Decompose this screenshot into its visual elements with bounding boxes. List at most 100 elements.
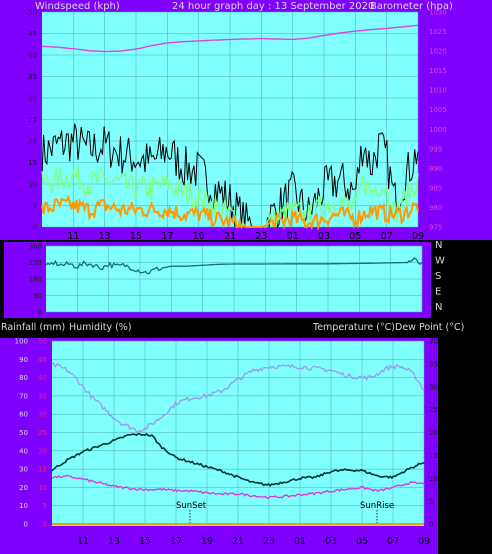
barometer-line <box>41 24 419 53</box>
bottom-x-tick: 01 <box>294 536 306 547</box>
barometer-title: Barometer (hpa) <box>370 1 453 12</box>
graph-title: 24 hour graph day : 13 September 2020 <box>172 1 374 12</box>
top-x-tick: 15 <box>130 231 142 242</box>
top-x-tick: 11 <box>67 231 79 242</box>
compass-label: S <box>435 271 441 282</box>
temperature-tick: 30 <box>429 383 438 391</box>
windspeed-tick: 0 <box>33 224 37 232</box>
windspeed-tick: 20 <box>28 138 37 146</box>
top-x-tick: 13 <box>99 231 111 242</box>
rainfall-tick: 45 <box>38 356 47 364</box>
direction-tick: 90 <box>33 292 42 300</box>
sunrise-label: SunRise <box>360 501 394 511</box>
rainfall-tick: 0 <box>43 521 47 529</box>
direction-tick: 0 <box>38 309 42 317</box>
windspeed-tick: 45 <box>28 30 37 38</box>
dew-point-line <box>51 474 425 500</box>
bottom-series <box>51 362 425 500</box>
barometer-tick: 1010 <box>429 87 447 95</box>
rainfall-tick: 15 <box>38 466 47 474</box>
windspeed-tick: 40 <box>28 52 37 60</box>
humidity-tick: 0 <box>24 521 28 529</box>
temperature-title: Temperature (°C) <box>312 322 395 333</box>
barometer-tick: 975 <box>429 224 442 232</box>
top-x-tick: 19 <box>193 231 205 242</box>
bottom-x-tick: 11 <box>77 536 89 547</box>
bottom-x-tick: 15 <box>139 536 151 547</box>
top-x-tick: 21 <box>224 231 236 242</box>
temperature-tick: 35 <box>429 360 438 368</box>
rainfall-tick: 30 <box>38 411 47 419</box>
barometer-tick: 995 <box>429 145 442 153</box>
direction-tick: 270 <box>29 259 42 267</box>
direction-grid <box>46 245 423 313</box>
direction-tick: 180 <box>29 276 42 284</box>
windspeed-tick: 50 <box>28 9 37 17</box>
humidity-tick: 50 <box>19 429 28 437</box>
humidity-tick: 30 <box>19 466 28 474</box>
barometer-axis: 975 980 985 990 995 1000 1005 1010 1015 1020 1025 1… <box>429 9 447 232</box>
rainfall-tick: 35 <box>38 392 47 400</box>
rainfall-tick: 10 <box>38 484 47 492</box>
dewpoint-title: Dew Point (°C) <box>395 322 464 333</box>
bottom-x-tick: 21 <box>232 536 244 547</box>
barometer-tick: 985 <box>429 184 442 192</box>
barometer-tick: 1030 <box>429 9 447 17</box>
bottom-x-tick: 03 <box>325 536 337 547</box>
humidity-tick: 90 <box>19 356 28 364</box>
top-series <box>41 24 419 231</box>
compass-label: N <box>435 240 442 251</box>
direction-series <box>45 257 423 275</box>
compass-label: W <box>435 256 445 267</box>
wind-direction-line <box>45 257 423 275</box>
humidity-tick: 40 <box>19 447 28 455</box>
temperature-tick: 10 <box>429 475 438 483</box>
bottom-x-tick: 13 <box>108 536 120 547</box>
temperature-tick: 25 <box>429 406 438 414</box>
bottom-x-axis: 11 13 15 17 19 21 23 01 03 05 07 09 <box>77 536 430 547</box>
top-grid <box>42 11 419 228</box>
barometer-tick: 1025 <box>429 28 447 36</box>
top-x-tick: 05 <box>349 231 361 242</box>
humidity-line <box>51 362 425 433</box>
barometer-tick: 1005 <box>429 106 447 114</box>
temperature-axis: 0 5 10 15 20 25 30 35 40 <box>429 338 438 529</box>
bottom-x-tick: 07 <box>387 536 399 547</box>
temperature-tick: 5 <box>429 498 433 506</box>
humidity-axis: 0 10 20 30 40 50 60 70 80 90 100 <box>15 338 28 529</box>
humidity-tick: 20 <box>19 484 28 492</box>
direction-tick: 360 <box>29 243 42 251</box>
rainfall-axis: 0 5 10 15 20 25 30 35 40 45 50 <box>38 338 47 529</box>
compass-label: E <box>435 287 441 298</box>
wind-avg-line <box>41 165 419 230</box>
sunset-label: SunSet <box>176 501 207 511</box>
humidity-tick: 70 <box>19 392 28 400</box>
barometer-tick: 1015 <box>429 67 447 75</box>
barometer-tick: 1020 <box>429 48 447 56</box>
bottom-x-tick: 23 <box>263 536 275 547</box>
rainfall-tick: 50 <box>38 338 47 346</box>
rainfall-tick: 40 <box>38 374 47 382</box>
rainfall-tick: 5 <box>43 502 47 510</box>
humidity-tick: 100 <box>15 338 28 346</box>
barometer-tick: 990 <box>429 165 442 173</box>
top-x-tick: 17 <box>161 231 173 242</box>
windspeed-tick: 25 <box>28 116 37 124</box>
humidity-tick: 80 <box>19 374 28 382</box>
windspeed-tick: 35 <box>28 73 37 81</box>
windspeed-tick: 10 <box>28 181 37 189</box>
rainfall-title: Rainfall (mm) <box>1 322 65 333</box>
wind-gust-line <box>41 123 419 229</box>
bottom-x-tick: 19 <box>201 536 213 547</box>
bottom-x-tick: 09 <box>418 536 430 547</box>
temperature-tick: 40 <box>429 338 438 346</box>
rainfall-tick: 20 <box>38 447 47 455</box>
wind-low-line <box>41 194 419 231</box>
top-x-tick: 09 <box>412 231 424 242</box>
windspeed-axis: 0 5 10 15 20 25 30 35 40 45 50 <box>28 9 37 232</box>
compass-label: N <box>435 302 442 313</box>
bottom-x-tick: 05 <box>356 536 368 547</box>
top-x-tick: 01 <box>287 231 299 242</box>
top-x-axis: 11 13 15 17 19 21 23 01 03 05 07 09 <box>67 231 424 242</box>
